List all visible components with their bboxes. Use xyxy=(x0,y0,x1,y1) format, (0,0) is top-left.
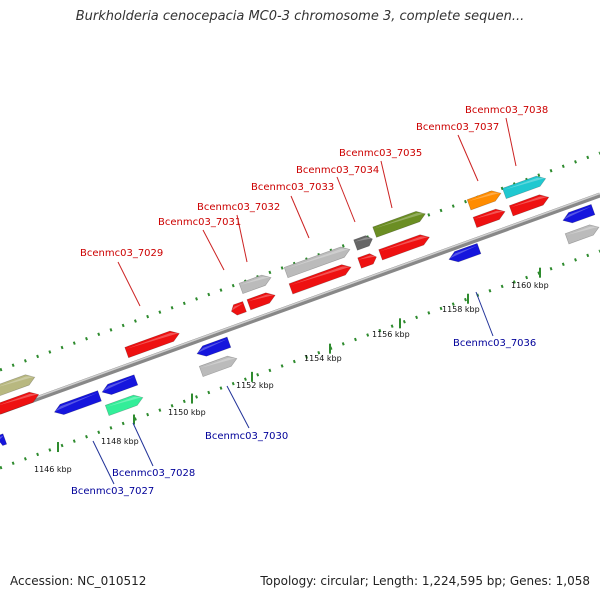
sequence-backbone-highlight xyxy=(0,192,600,412)
gene-leader-line xyxy=(236,214,248,263)
gene-label-top: Bcenmc03_7035 xyxy=(339,148,422,159)
gene-arrow xyxy=(53,390,102,415)
gene-leader-line xyxy=(505,117,517,167)
gene-arrow-shine xyxy=(0,376,35,388)
gene-arrow xyxy=(0,433,8,446)
gene-arrow xyxy=(502,175,547,200)
gene-label-bottom: Bcenmc03_7027 xyxy=(71,486,154,497)
gene-arrow-shine xyxy=(247,294,275,302)
kbp-tick-label: 1158 kbp xyxy=(442,305,480,314)
gene-leader-line xyxy=(226,385,250,429)
gene-arrow-shine xyxy=(354,237,373,242)
gene-arrow-shine xyxy=(373,213,426,229)
gene-arrow xyxy=(231,301,247,316)
gene-arrow xyxy=(124,330,180,359)
gene-leader-line xyxy=(202,229,225,271)
sequence-backbone xyxy=(0,192,600,415)
gene-arrow xyxy=(104,394,144,417)
kbp-tick-label: 1146 kbp xyxy=(34,465,72,474)
gene-arrow-shine xyxy=(199,357,237,369)
gene-leader-line xyxy=(117,261,141,307)
gene-arrow xyxy=(198,355,238,378)
gene-leader-line xyxy=(290,195,310,239)
gene-arrow-shine xyxy=(503,177,546,191)
gene-label-top: Bcenmc03_7033 xyxy=(251,182,334,193)
gene-label-bottom: Bcenmc03_7036 xyxy=(453,338,536,349)
gene-arrow-shine xyxy=(473,210,505,220)
gene-arrow-shine xyxy=(565,226,599,236)
gene-arrow-shine xyxy=(125,332,180,350)
gene-arrow-shine xyxy=(467,192,501,202)
gene-arrow xyxy=(101,374,139,395)
gene-arrow-shine xyxy=(239,276,271,286)
gene-arrow-shine xyxy=(289,266,351,286)
gene-arrow xyxy=(472,208,506,228)
gene-arrow xyxy=(0,391,40,416)
gene-leader-line xyxy=(132,422,154,467)
gene-leader-line xyxy=(336,176,356,223)
gene-arrow xyxy=(357,253,377,269)
gene-arrow xyxy=(372,211,426,238)
gene-arrow-shine xyxy=(379,236,430,252)
gene-arrow xyxy=(508,194,550,217)
gene-arrow xyxy=(564,224,600,245)
kbp-tick-label: 1156 kbp xyxy=(372,330,410,339)
gene-arrow xyxy=(0,374,36,397)
gene-arrow xyxy=(238,274,272,294)
gene-leader-line xyxy=(457,134,479,182)
gene-arrow xyxy=(448,243,482,263)
gene-arrow-shine xyxy=(284,248,350,270)
kbp-tick-label: 1154 kbp xyxy=(304,354,342,363)
gene-arrow xyxy=(378,234,430,261)
gene-arrow xyxy=(283,246,351,279)
gene-leader-line xyxy=(92,440,115,485)
gene-arrow-shine xyxy=(358,255,377,260)
gene-arrow xyxy=(353,235,373,251)
gene-label-top: Bcenmc03_7029 xyxy=(80,248,163,259)
gene-label-top: Bcenmc03_7032 xyxy=(197,202,280,213)
gene-leader-line xyxy=(475,291,494,337)
genome-summary-text: Topology: circular; Length: 1,224,595 bp… xyxy=(260,574,590,588)
kbp-tick-label: 1152 kbp xyxy=(236,381,274,390)
gene-label-top: Bcenmc03_7031 xyxy=(158,217,241,228)
kbp-tick-label: 1148 kbp xyxy=(101,437,139,446)
gene-arrow xyxy=(562,204,596,224)
gene-leader-line xyxy=(380,160,393,209)
gene-label-bottom: Bcenmc03_7030 xyxy=(205,431,288,442)
gene-arrow xyxy=(288,264,352,295)
gene-arrow-shine xyxy=(105,396,143,408)
gene-label-top: Bcenmc03_7034 xyxy=(296,165,379,176)
gene-label-bottom: Bcenmc03_7028 xyxy=(112,468,195,479)
map-title: Burkholderia cenocepacia MC0-3 chromosom… xyxy=(75,9,525,24)
gene-arrow xyxy=(466,190,502,211)
kbp-tick-label: 1150 kbp xyxy=(168,408,206,417)
accession-text: Accession: NC_010512 xyxy=(10,574,147,588)
gene-arrow xyxy=(196,336,232,357)
gene-label-top: Bcenmc03_7038 xyxy=(465,105,548,116)
gene-arrow-shine xyxy=(0,393,39,407)
kbp-tick-label: 1160 kbp xyxy=(511,281,549,290)
gene-arrow xyxy=(246,292,276,311)
gene-arrow-shine xyxy=(509,196,549,208)
gene-label-top: Bcenmc03_7037 xyxy=(416,122,499,133)
